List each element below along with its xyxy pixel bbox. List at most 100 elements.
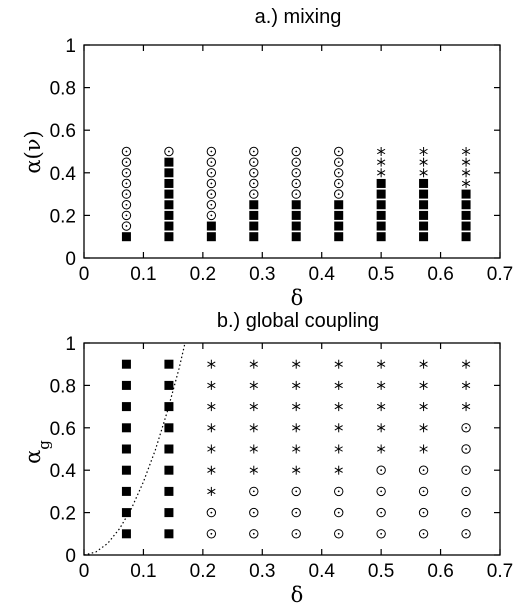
panel-b-star-marker (292, 423, 301, 433)
panel-b-star-stroke (461, 403, 471, 410)
panel-b-circle-marker-dot (380, 469, 383, 472)
panel-b-star-stroke (207, 403, 216, 410)
panel-a-circle-marker (121, 168, 132, 178)
panel-a-frame (83, 44, 501, 259)
panel-a-square-marker (461, 232, 471, 242)
panel-b-circle-marker-dot (337, 532, 340, 535)
panel-b-ytick-label: 0.6 (50, 419, 76, 440)
panel-b-star-stroke (207, 488, 216, 495)
panel-a-circle-marker-dot (125, 161, 128, 164)
panel-a-circle-marker-dot (252, 150, 255, 153)
panel-a-square-marker (164, 157, 174, 167)
panel-b-star-stroke (249, 403, 258, 410)
panel-a-circle-marker-dot (337, 171, 340, 174)
panel-b-star-marker (292, 380, 301, 390)
panel-b-star-stroke (292, 361, 301, 367)
panel-b-circle-marker (418, 507, 429, 518)
panel-a-ytick-label: 0.8 (50, 79, 76, 100)
panel-b-axes: 0 0.1 0.2 0.3 0.4 0.5 0.6 0.7 0 0.2 0.4 0.6 0.8 1 (50, 334, 514, 582)
panel-b-circle-marker-dot (465, 469, 467, 472)
panel-b-star-marker (207, 444, 216, 454)
panel-b-star-marker (419, 444, 428, 454)
panel-b-star-marker (207, 402, 216, 412)
panel-b-circle-marker (461, 486, 471, 497)
panel-a-circle-marker-dot (295, 161, 298, 164)
panel-b-star-marker (419, 380, 428, 390)
panel-b-star-marker (376, 402, 386, 412)
panel-b-star-stroke (249, 467, 258, 473)
panel-a-circle-marker-dot (252, 182, 255, 185)
panel-b-star-marker (207, 359, 216, 369)
panel-b-square-marker (121, 423, 131, 433)
panel-b-star-stroke (334, 425, 343, 431)
panel-a-ylabel: α(ν) (21, 130, 45, 173)
panel-a-circle-marker (291, 168, 301, 178)
panel-b-title: b.) global coupling (217, 310, 379, 332)
panel-a-star-stroke (376, 148, 386, 155)
panel-b-star-marker (461, 402, 471, 412)
panel-b-star-marker (419, 359, 428, 369)
panel-a-circle-marker (121, 221, 132, 231)
panel-a-ytick-label: 0 (65, 249, 76, 270)
panel-a-xtick-label: 0.7 (487, 264, 513, 285)
panel-b-xtick-label: 0 (79, 561, 90, 582)
panel-a-star-marker (419, 157, 428, 167)
panel-a-xtick-label: 0.3 (249, 264, 275, 285)
panel-b-circle-marker (206, 529, 217, 539)
panel-a-square-marker (249, 232, 259, 242)
panel-b-circle-marker (461, 444, 471, 454)
panel-b-star-marker (376, 380, 386, 390)
panel-a-circle-marker-dot (125, 171, 128, 174)
panel-a-circle-marker (334, 168, 344, 178)
panel-b-star-marker (207, 486, 216, 496)
panel-a-circle-marker-dot (337, 182, 340, 185)
panel-b-star-stroke (334, 446, 343, 452)
panel-a-circle-marker-dot (125, 150, 128, 153)
panel-b-star-marker (376, 444, 386, 454)
panel-a-square-marker (376, 232, 386, 242)
panel-a-square-marker (461, 189, 471, 199)
panel-b-circle-marker (418, 465, 429, 475)
panel-a-square-marker (121, 232, 131, 242)
panel-b-star-stroke (376, 403, 386, 410)
panel-a-square-marker (249, 210, 259, 220)
panel-a-xtick-label: 0.4 (309, 264, 336, 285)
panel-a-star-marker (419, 147, 428, 156)
panel-a-square-marker (376, 178, 386, 188)
panel-a-circle-marker-dot (125, 182, 128, 185)
panel-a-ytick-label: 1 (65, 36, 76, 57)
panel-b-star-marker (292, 465, 301, 475)
panel-a-circle-marker (334, 146, 344, 157)
panel-b-star-marker (207, 465, 216, 475)
panel-b-square-marker (121, 529, 131, 539)
panel-a-title: a.) mixing (255, 6, 342, 28)
panel-b-circle-marker-dot (337, 511, 340, 514)
panel-b-circle-marker-dot (465, 426, 467, 429)
panel-b-star-stroke (419, 361, 428, 367)
panel-a-xtick-label: 0 (79, 264, 90, 285)
panel-b-square-marker (121, 444, 131, 454)
panel-a-xtick-label: 0.5 (368, 264, 394, 285)
panel-b-square-marker (164, 444, 174, 454)
panel-b-square-marker (164, 359, 174, 369)
panel-b-circle-marker-dot (210, 511, 213, 514)
panel-b-star-marker (249, 359, 258, 369)
panel-b-star-marker (249, 380, 258, 390)
panel-b-circle-marker (461, 423, 471, 433)
panel-b-xtick-label: 0.1 (130, 561, 156, 582)
panel-b-circle-marker (249, 507, 259, 518)
panel-a-star-marker (461, 168, 471, 178)
panel-a-circle-marker-dot (125, 193, 128, 196)
panel-a: a.) mixing 0 0.1 0.2 0.3 0.4 0.5 0.6 0.7 0 0.2 0.4… (21, 6, 513, 310)
panel-b-xlabel: δ (291, 583, 304, 606)
panel-b-star-marker (334, 380, 343, 390)
panel-a-star-stroke (461, 170, 471, 176)
panel-a-circle-marker-dot (210, 182, 213, 185)
panel-b-circle-marker (418, 486, 429, 497)
panel-b-star-marker (334, 465, 343, 475)
panel-a-circle-marker (206, 146, 217, 157)
panel-a-star-stroke (419, 148, 428, 155)
panel-b-circle-marker-dot (295, 532, 298, 535)
panel-a-circle-marker (164, 146, 174, 157)
